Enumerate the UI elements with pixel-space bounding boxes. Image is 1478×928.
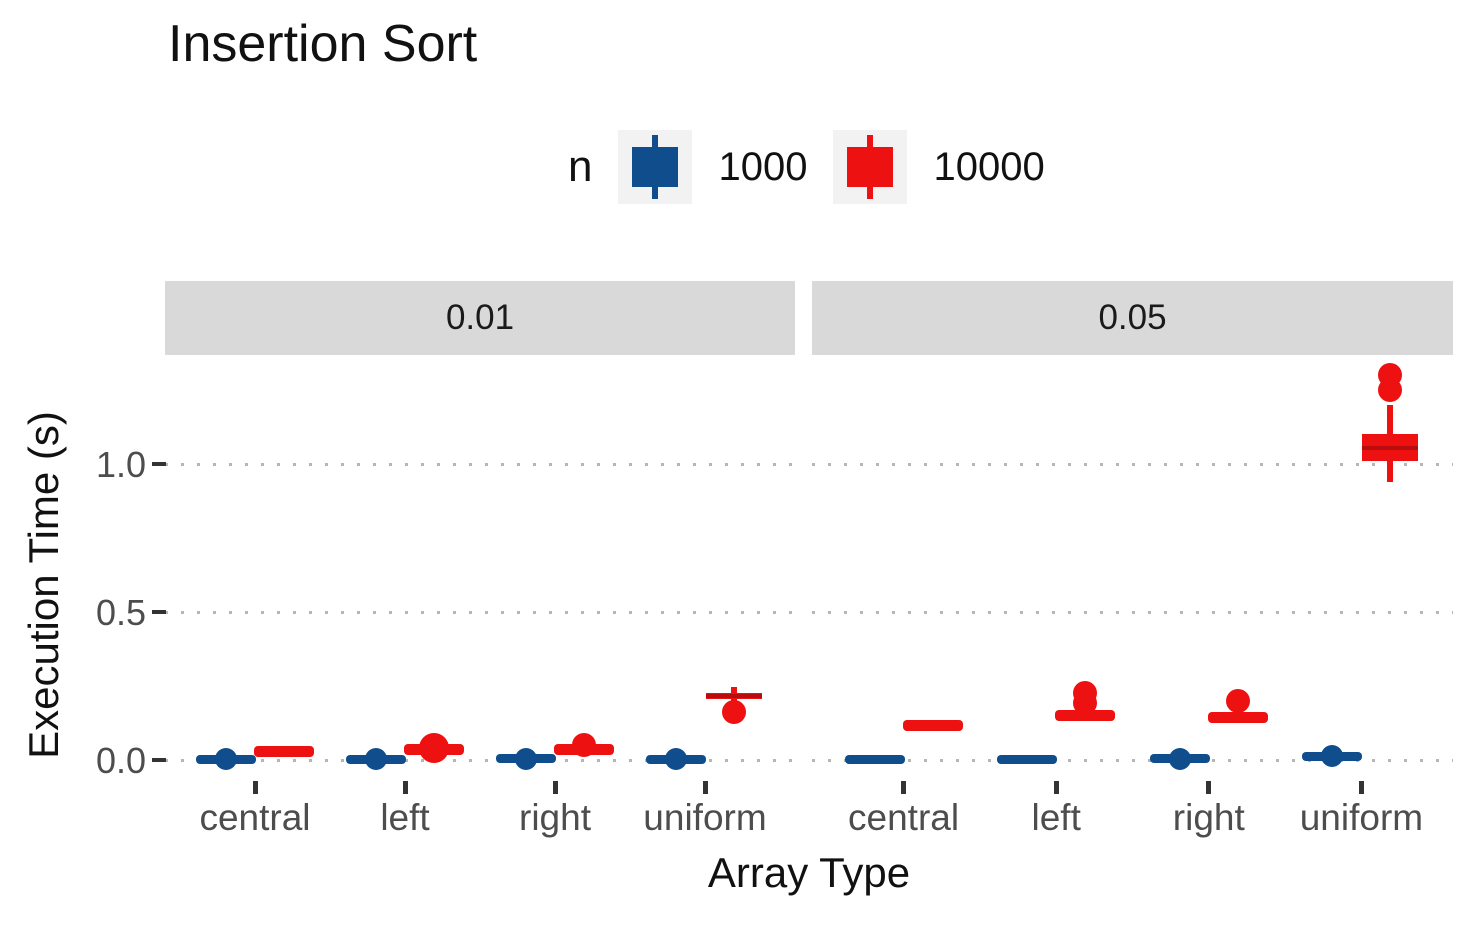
x-tick-label-central: central [199,797,311,838]
y-tick-mark [152,610,166,614]
legend-swatch-box [847,147,894,187]
y-axis-title: Execution Time (s) [20,411,67,759]
x-tick-mark [1358,781,1364,794]
x-axis-title: Array Type [707,849,911,896]
boxplot-0.01-central-1000-outlier-dot [215,748,237,771]
boxplot-0.01-uniform-10000-whisker-high [731,686,737,693]
x-tick-mark [901,781,907,794]
legend: n 1000 10000 [568,128,1045,206]
gridline-y-0.0 [165,759,795,762]
legend-label-1000: 1000 [718,144,808,189]
x-tick-mark [1053,781,1059,794]
legend-entry-10000: 10000 [833,130,1045,204]
x-tick-mark [552,781,558,794]
boxplot-0.01-right-1000-outlier-dot [515,747,537,770]
x-tick-mark [252,781,258,794]
x-tick-label-left: left [1031,797,1081,838]
x-tick-label-right: right [1172,797,1245,838]
x-tick-mark [1206,781,1212,794]
gridline-y-0.5 [812,611,1453,614]
y-tick-mark [152,462,166,466]
boxplot-0.05-uniform-10000-whisker-high [1387,404,1394,435]
legend-swatch-box [632,147,679,187]
boxplot-0.05-central-1000-box [844,754,905,764]
x-tick-label-uniform: uniform [1299,797,1424,838]
boxplot-0.05-uniform-10000-box [1362,434,1419,462]
boxplot-0.01-central-10000-box [254,746,314,758]
boxplot-0.05-left-10000-outlier-dot [1073,681,1098,706]
boxplot-0.05-uniform-1000-outlier-dot [1321,745,1344,768]
legend-entry-1000: 1000 [618,130,807,204]
boxplot-0.05-right-10000-outlier-dot [1225,689,1250,714]
boxplot-0.05-left-1000-box [997,754,1058,764]
gridline-y-0.5 [165,611,795,614]
gridline-y-1.0 [812,463,1453,466]
x-tick-mark [702,781,708,794]
y-tick-label: 1.0 [95,444,146,485]
boxplot-0.05-uniform-10000-whisker-low [1387,461,1394,482]
x-tick-label-right: right [519,797,591,838]
boxplot-0.05-right-1000-outlier-dot [1168,747,1191,770]
x-tick-label-uniform: uniform [643,797,767,838]
boxplot-0.01-left-1000-outlier-dot [365,748,387,771]
facet-strip-0.01: 0.01 [165,281,795,355]
boxplot-0.01-uniform-10000-median [706,694,762,699]
legend-boxplot-swatch-10000 [833,130,908,204]
boxplot-0.01-left-10000-outlier-dot [419,732,449,763]
boxplot-0.01-uniform-1000-outlier-dot [665,748,687,771]
y-tick-label: 0.0 [95,740,146,781]
gridline-y-1.0 [165,463,795,466]
boxplot-0.05-right-10000-box [1207,712,1268,724]
boxplot-0.01-uniform-10000-box [706,692,762,700]
y-tick-mark [152,758,166,762]
x-tick-label-left: left [380,797,430,838]
x-tick-label-central: central [848,797,960,838]
boxplot-0.05-central-10000-box [902,720,963,732]
boxplot-0.05-uniform-10000-median [1362,445,1419,450]
legend-label-10000: 10000 [933,144,1045,189]
legend-boxplot-swatch-1000 [618,130,693,204]
boxplot-0.05-left-10000-box [1055,709,1116,721]
x-tick-mark [402,781,408,794]
gridline-y-0.0 [812,759,1453,762]
facet-strip-0.05: 0.05 [812,281,1453,355]
boxplot-0.01-right-10000-outlier-dot [572,732,596,757]
chart-title: Insertion Sort [168,15,478,73]
boxplot-0.05-uniform-10000-outlier-dot [1378,363,1403,388]
boxplot-0.01-uniform-10000-outlier-dot [722,699,746,724]
y-tick-label: 0.5 [95,592,146,633]
legend-title: n [568,142,593,191]
